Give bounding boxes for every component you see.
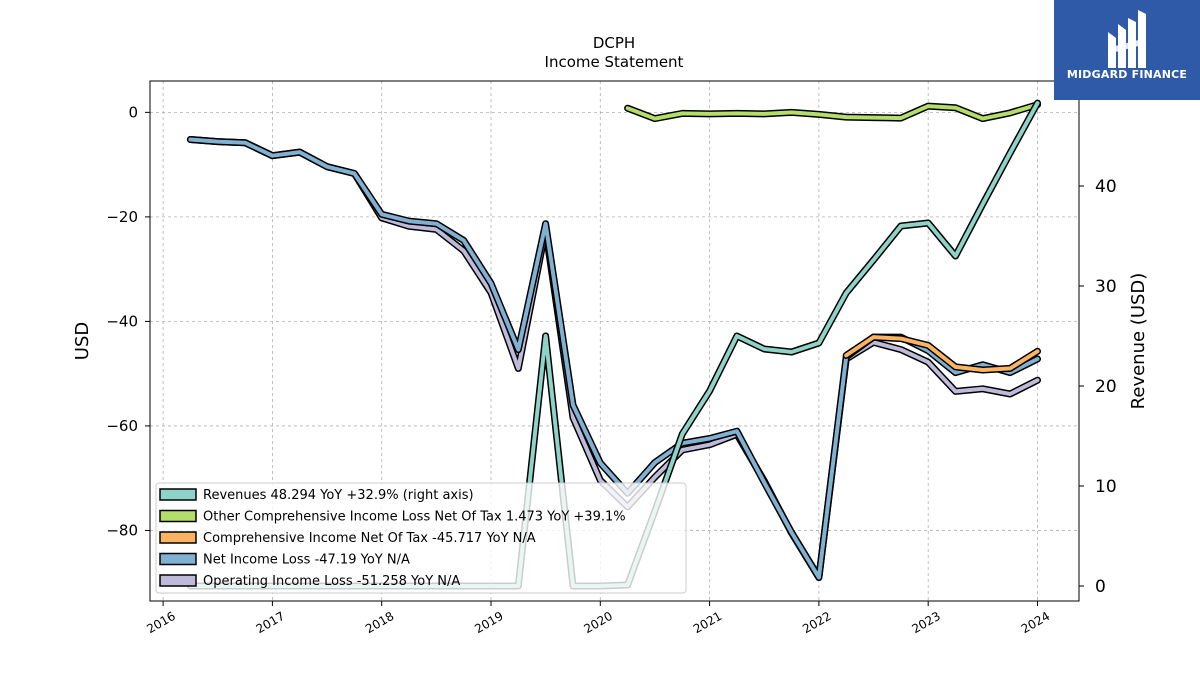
chart-subtitle: Income Statement <box>545 53 684 71</box>
legend-swatch <box>159 552 197 566</box>
brand-logo-text: MIDGARD FINANCE <box>1066 68 1188 81</box>
x-tick-label: 2021 <box>691 609 724 636</box>
legend-swatch <box>159 531 197 544</box>
x-tick-label: 2018 <box>363 609 396 636</box>
legend-swatch <box>159 574 197 587</box>
y-right-tick-label: 20 <box>1095 377 1117 397</box>
legend-label: Net Income Loss -47.19 YoY N/A <box>203 553 410 568</box>
legend-box <box>155 482 687 594</box>
x-tick-label: 2022 <box>800 609 833 636</box>
series-line-comprehensive-income-net-of-tax <box>844 335 1040 372</box>
series-line-other-comprehensive-income-loss-net-of-tax <box>625 102 1040 121</box>
y-right-tick-label: 30 <box>1095 277 1117 297</box>
y-axis-right-label: Revenue (USD) <box>1128 273 1149 410</box>
legend-label: Revenues 48.294 YoY +32.9% (right axis) <box>203 488 474 503</box>
brand-logo: MIDGARD FINANCE <box>1054 0 1200 100</box>
x-tick-label: 2016 <box>144 609 177 636</box>
legend-label: Other Comprehensive Income Loss Net Of T… <box>203 510 626 525</box>
y-tick-label: −40 <box>106 312 138 330</box>
midgard-logo-icon <box>1108 10 1146 68</box>
legend-label: Operating Income Loss -51.258 YoY N/A <box>203 574 460 589</box>
y-tick-label: 0 <box>128 103 138 121</box>
x-tick-label: 2020 <box>582 609 615 636</box>
y-tick-label: −80 <box>106 521 138 539</box>
y-right-tick-label: 10 <box>1095 477 1117 497</box>
y-right-tick-label: 0 <box>1095 577 1106 597</box>
x-tick-label: 2017 <box>254 609 287 636</box>
legend-label: Comprehensive Income Net Of Tax -45.717 … <box>203 531 536 546</box>
y-tick-label: −20 <box>106 208 138 226</box>
x-tick-label: 2019 <box>472 609 505 636</box>
plot-frame <box>149 80 1080 602</box>
legend: Revenues 48.294 YoY +32.9% (right axis) O… <box>155 482 687 594</box>
chart-title: DCPH <box>593 34 635 52</box>
x-tick-label: 2024 <box>1019 609 1052 636</box>
y-right-tick-label: 40 <box>1095 177 1117 197</box>
y-axis-label: USD <box>72 322 93 360</box>
legend-swatch <box>159 509 197 523</box>
x-tick-label: 2023 <box>909 609 942 636</box>
y-tick-label: −60 <box>106 417 138 435</box>
legend-swatch <box>159 488 197 501</box>
